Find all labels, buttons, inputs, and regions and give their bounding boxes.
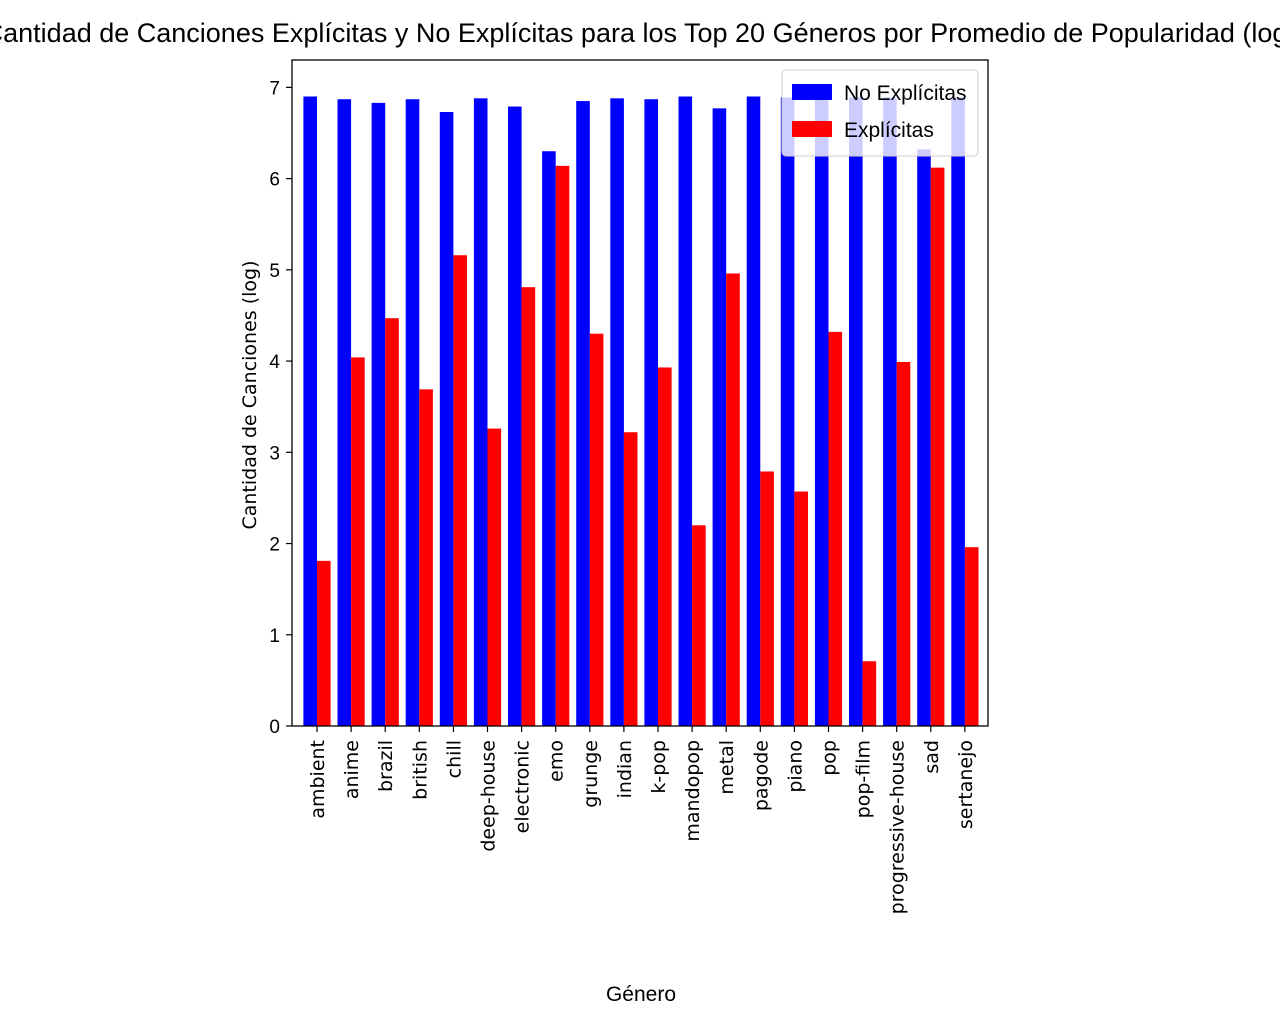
bar-no-explicitas-british (405, 99, 420, 726)
bar-explicitas-anime (351, 357, 365, 726)
bar-explicitas-sad (930, 167, 945, 727)
bar-explicitas-piano (794, 491, 808, 726)
x-tick-label: british (409, 740, 431, 800)
bar-no-explicitas-pop-film (849, 97, 863, 727)
bar-explicitas-british (419, 389, 433, 726)
bar-no-explicitas-metal (712, 108, 727, 727)
x-tick-label: piano (784, 740, 806, 793)
legend: No Explícitas Explícitas (781, 69, 979, 157)
x-tick-label: mandopop (682, 740, 704, 842)
x-tick-label: anime (341, 740, 363, 799)
y-tick-label: 3 (269, 443, 280, 464)
x-tick-label: progressive-house (887, 740, 909, 914)
bar-no-explicitas-k-pop (644, 99, 658, 726)
y-tick-label: 2 (269, 535, 280, 556)
bar-explicitas-progressive-house (896, 361, 911, 726)
bar-explicitas-metal (726, 273, 740, 726)
x-tick-label: pagode (750, 740, 772, 811)
x-tick-label: pop (819, 740, 841, 776)
bar-no-explicitas-chill (439, 112, 454, 726)
x-axis-label: Género (606, 983, 676, 1006)
x-tick-label: electronic (512, 740, 534, 833)
bar-explicitas-deep-house (487, 428, 502, 726)
bar-explicitas-chill (453, 255, 467, 727)
legend-swatch-no-explicitas (792, 84, 832, 100)
bar-explicitas-pop (828, 331, 843, 726)
legend-label-explicitas: Explícitas (844, 119, 934, 142)
legend-swatch-explicitas (792, 121, 832, 137)
chart-title: Cantidad de Canciones Explícitas y No Ex… (0, 18, 1280, 48)
y-axis-label: Cantidad de Canciones (log) (239, 260, 261, 529)
bar-no-explicitas-ambient (303, 96, 317, 726)
plot-frame (291, 59, 989, 727)
x-tick-label: ambient (307, 740, 329, 819)
bar-explicitas-grunge (589, 333, 604, 726)
bars-layer (303, 96, 979, 727)
y-tick-label: 4 (269, 352, 280, 373)
bar-no-explicitas-anime (337, 99, 352, 726)
x-tick-label: sertanejo (955, 740, 977, 829)
x-tick-label: chill (443, 740, 465, 778)
bar-no-explicitas-sertanejo (951, 97, 965, 727)
bar-explicitas-mandopop (692, 525, 706, 726)
bar-explicitas-electronic (521, 287, 536, 726)
bar-no-explicitas-indian (610, 98, 624, 726)
bar-no-explicitas-mandopop (678, 96, 693, 726)
x-tick-label: grunge (580, 740, 602, 808)
y-tick-label: 0 (269, 717, 280, 738)
y-tick-label: 7 (269, 78, 280, 99)
bar-no-explicitas-grunge (576, 101, 590, 726)
bar-no-explicitas-deep-house (473, 98, 488, 726)
x-tick-label: indian (614, 740, 636, 798)
bar-explicitas-k-pop (658, 367, 672, 726)
y-tick-label: 5 (269, 261, 280, 282)
x-tick-label: k-pop (648, 740, 670, 794)
x-tick-label: metal (716, 740, 738, 795)
x-tick-label: pop-film (853, 740, 875, 818)
bar-explicitas-indian (623, 432, 638, 726)
legend-label-no-explicitas: No Explícitas (844, 82, 967, 105)
bar-no-explicitas-brazil (371, 102, 386, 726)
bar-no-explicitas-pagode (746, 96, 761, 726)
x-tick-label: emo (546, 740, 568, 782)
bar-no-explicitas-progressive-house (883, 97, 897, 727)
bar-no-explicitas-piano (780, 97, 795, 727)
x-tick-label: sad (921, 740, 943, 774)
bar-no-explicitas-pop (814, 97, 829, 727)
axes-layer: 0 1 2 3 4 5 6 7 ambient anime brazil british chill de… (269, 59, 989, 914)
bar-explicitas-emo (555, 165, 570, 726)
bar-explicitas-pop-film (862, 661, 877, 726)
x-tick-label: brazil (375, 740, 397, 792)
bar-no-explicitas-sad (917, 149, 931, 727)
bar-explicitas-pagode (760, 471, 774, 726)
bar-explicitas-brazil (385, 318, 399, 726)
y-tick-label: 1 (269, 626, 280, 647)
y-tick-label: 6 (269, 170, 280, 191)
x-tick-label: deep-house (478, 740, 500, 852)
bar-no-explicitas-emo (542, 151, 556, 726)
bar-explicitas-ambient (317, 560, 331, 726)
bar-explicitas-sertanejo (964, 547, 979, 726)
bar-no-explicitas-electronic (508, 106, 522, 727)
